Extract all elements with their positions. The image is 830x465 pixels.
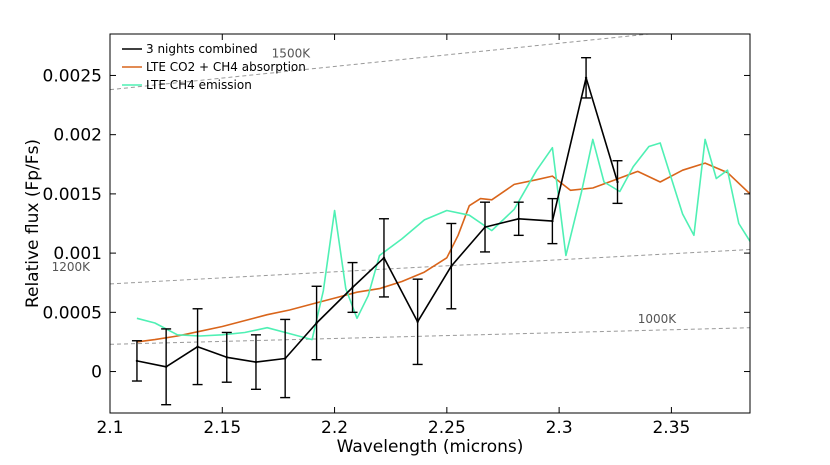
series-line-2 — [136, 138, 750, 341]
legend-label-3-nights: 3 nights combined — [146, 42, 258, 56]
error-bar — [547, 197, 558, 245]
y-tick-label: 0.001 — [53, 244, 102, 264]
reference-label-1000K: 1000K — [638, 312, 678, 326]
data-point — [135, 359, 139, 363]
error-bar — [412, 278, 423, 366]
error-bar — [131, 340, 142, 382]
error-bar — [378, 218, 389, 298]
data-point — [517, 217, 520, 220]
x-axis-label: Wavelength (microns) — [337, 437, 524, 457]
error-bar — [446, 222, 457, 310]
data-point — [616, 180, 619, 184]
legend-label-emission: LTE CH4 emission — [146, 78, 252, 92]
y-tick-label: 0.0005 — [43, 303, 102, 323]
error-bar — [161, 328, 172, 406]
reference-line-1000K — [110, 327, 750, 345]
data-point — [551, 219, 554, 223]
data-point — [254, 360, 258, 364]
data-point — [416, 320, 419, 324]
data-point — [196, 345, 199, 348]
reference-lines — [110, 34, 750, 345]
y-tick-label: 0.002 — [53, 126, 102, 146]
y-axis-label: Relative flux (Fp/Fs) — [23, 139, 43, 308]
data-point — [225, 356, 228, 359]
reference-line-1500K — [110, 34, 649, 91]
error-bar — [581, 56, 592, 99]
x-tick-label: 2.35 — [652, 418, 690, 438]
legend-label-absorption: LTE CO2 + CH4 absorption — [146, 60, 306, 74]
error-bar — [513, 201, 524, 237]
y-tick-label: 0.0025 — [43, 66, 102, 86]
data-point — [351, 286, 354, 289]
reference-line-1200K — [110, 249, 750, 285]
plot-frame — [109, 33, 751, 414]
legend: 3 nights combined LTE CO2 + CH4 absorpti… — [122, 42, 306, 92]
data-point — [450, 264, 453, 268]
y-tick-label: 0 — [91, 363, 102, 383]
error-bar — [280, 318, 291, 399]
error-bar — [480, 201, 491, 253]
reference-label-1200K: 1200K — [52, 260, 92, 274]
reference-label-1500K: 1500K — [272, 47, 312, 61]
series-line-0 — [136, 77, 619, 368]
series-line-1 — [136, 162, 750, 343]
error-bar — [250, 334, 261, 391]
error-bar — [311, 285, 322, 361]
x-tick-label: 2.3 — [546, 418, 573, 438]
x-tick-label: 2.2 — [321, 418, 348, 438]
x-tick-label: 2.25 — [428, 418, 466, 438]
x-tick-label: 2.15 — [203, 418, 241, 438]
data-point — [382, 256, 386, 260]
error-bar — [612, 160, 623, 205]
data-point — [584, 76, 588, 80]
series-layer — [131, 56, 750, 406]
axes: 2.1 2.15 2.2 2.25 2.3 2.35 0 0.0005 0.001 0.0015 0… — [43, 34, 750, 438]
y-tick-label: 0.0015 — [43, 185, 102, 205]
x-tick-label: 2.1 — [96, 418, 123, 438]
data-point — [164, 365, 168, 369]
error-bar — [347, 261, 358, 314]
error-bar — [192, 308, 203, 386]
data-point — [483, 225, 487, 229]
data-point — [283, 357, 287, 360]
error-bar — [221, 331, 232, 383]
data-point — [315, 321, 318, 325]
